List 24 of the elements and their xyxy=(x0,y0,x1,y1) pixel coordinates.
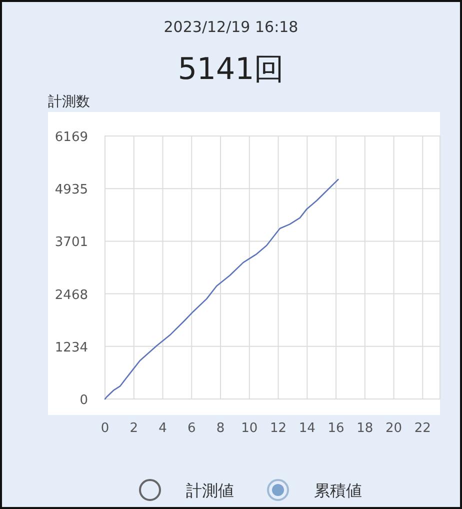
y-axis-title: 計測数 xyxy=(48,94,90,110)
y-tick-label: 3701 xyxy=(54,235,88,250)
x-tick-label: 2 xyxy=(130,421,138,436)
text: 計測値 xyxy=(186,481,234,500)
chart-subtitle: 5141回 xyxy=(178,52,284,87)
x-tick-label: 12 xyxy=(270,421,287,436)
x-tick-label: 22 xyxy=(414,421,431,436)
x-tick-label: 20 xyxy=(386,421,402,436)
x-tick-label: 16 xyxy=(328,421,344,436)
y-tick-label: 4935 xyxy=(54,182,88,198)
x-tick-label: 10 xyxy=(241,421,258,436)
x-tick-label: 8 xyxy=(216,421,225,436)
x-tick-label: 18 xyxy=(356,421,374,436)
x-tick-label: 4 xyxy=(158,421,167,436)
text: 累積値 xyxy=(314,481,362,500)
y-tick-label: 1234 xyxy=(54,340,88,356)
x-tick-label: 14 xyxy=(298,421,316,436)
y-tick-label: 6169 xyxy=(54,130,88,145)
x-tick-label: 0 xyxy=(100,421,110,436)
y-tick-label: 0 xyxy=(80,393,88,408)
x-tick-label: 6 xyxy=(187,421,196,436)
chart-title: 2023/12/19 16:18 xyxy=(164,18,298,36)
line-series xyxy=(104,178,339,400)
y-tick-label: 2468 xyxy=(54,288,88,303)
